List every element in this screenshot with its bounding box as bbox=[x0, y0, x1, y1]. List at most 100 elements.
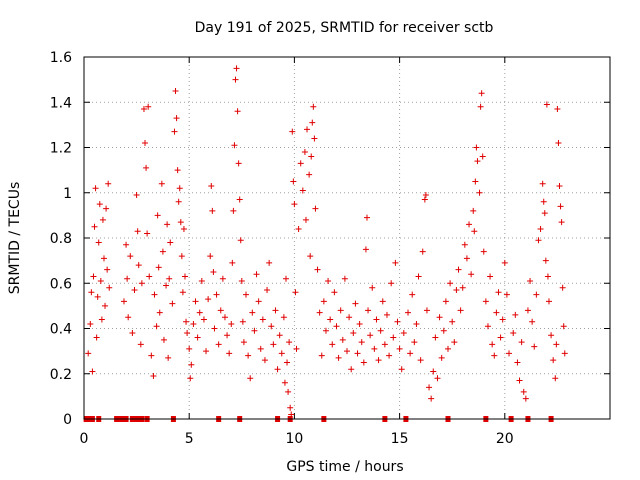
data-point bbox=[158, 180, 165, 187]
data-point bbox=[259, 316, 266, 323]
data-point bbox=[344, 348, 350, 355]
data-point bbox=[151, 291, 158, 298]
data-point bbox=[499, 316, 506, 323]
data-point bbox=[421, 196, 428, 203]
data-point bbox=[352, 300, 359, 307]
data-point bbox=[88, 289, 95, 296]
data-point bbox=[329, 341, 336, 348]
data-point bbox=[301, 149, 308, 156]
data-point bbox=[524, 307, 531, 314]
data-point bbox=[233, 65, 240, 72]
data-point bbox=[419, 248, 426, 255]
data-point bbox=[451, 339, 458, 346]
y-tick-label: 1.4 bbox=[50, 95, 72, 111]
data-point bbox=[171, 128, 178, 135]
data-point bbox=[426, 384, 433, 391]
data-point bbox=[194, 334, 201, 341]
data-point bbox=[163, 282, 170, 289]
data-point bbox=[282, 275, 289, 282]
data-point bbox=[281, 379, 288, 386]
y-tick-label: 0.2 bbox=[50, 367, 72, 383]
data-point bbox=[229, 259, 236, 266]
data-point bbox=[257, 345, 264, 352]
data-point bbox=[482, 298, 489, 305]
data-point bbox=[209, 207, 216, 214]
plot-frame bbox=[83, 56, 611, 420]
data-point bbox=[211, 325, 218, 332]
data-point bbox=[291, 201, 298, 208]
data-point bbox=[178, 253, 185, 260]
data-point bbox=[432, 334, 439, 341]
data-point bbox=[94, 293, 101, 300]
data-point bbox=[474, 158, 481, 165]
data-point bbox=[164, 221, 171, 228]
data-point bbox=[470, 207, 477, 214]
data-point bbox=[531, 343, 538, 350]
y-tick-label: 1.6 bbox=[50, 50, 72, 66]
data-point bbox=[156, 309, 163, 316]
data-point bbox=[308, 153, 315, 160]
data-point bbox=[557, 203, 564, 210]
data-point bbox=[217, 307, 224, 314]
data-point bbox=[516, 377, 523, 384]
data-point bbox=[187, 375, 194, 382]
x-tick-label: 15 bbox=[391, 431, 409, 447]
data-point bbox=[541, 210, 548, 217]
data-point bbox=[137, 341, 144, 348]
data-point bbox=[228, 320, 235, 327]
data-point bbox=[480, 248, 487, 255]
data-point bbox=[356, 320, 363, 327]
chart-title: Day 191 of 2025, SRMTID for receiver sct… bbox=[195, 20, 494, 36]
data-point bbox=[409, 291, 416, 298]
grid bbox=[84, 57, 610, 419]
data-point bbox=[208, 182, 215, 189]
data-point bbox=[337, 307, 344, 314]
data-point bbox=[365, 307, 372, 314]
data-point bbox=[234, 108, 241, 115]
data-point bbox=[146, 273, 153, 280]
data-point bbox=[243, 291, 250, 298]
data-point bbox=[104, 266, 111, 273]
data-point bbox=[363, 214, 370, 221]
data-point bbox=[183, 318, 190, 325]
data-point bbox=[123, 241, 130, 248]
data-point bbox=[160, 336, 167, 343]
data-point bbox=[179, 289, 186, 296]
data-point bbox=[405, 309, 412, 316]
data-point bbox=[438, 354, 445, 361]
data-point bbox=[165, 354, 172, 361]
data-point bbox=[184, 330, 191, 337]
data-point bbox=[463, 255, 470, 262]
data-point bbox=[489, 341, 496, 348]
data-point bbox=[145, 103, 152, 110]
data-point bbox=[90, 273, 97, 280]
data-point bbox=[550, 357, 557, 364]
y-axis-title: SRMTID / TECUs bbox=[7, 182, 23, 295]
data-point bbox=[129, 330, 136, 337]
data-point bbox=[153, 323, 160, 330]
data-point bbox=[226, 350, 233, 357]
data-point bbox=[386, 352, 393, 359]
data-point bbox=[95, 239, 102, 246]
data-point bbox=[346, 314, 353, 321]
data-point bbox=[154, 212, 161, 219]
data-point bbox=[381, 341, 388, 348]
x-axis-title: GPS time / hours bbox=[286, 459, 403, 475]
data-point bbox=[415, 273, 422, 280]
data-point bbox=[200, 316, 207, 323]
data-point bbox=[407, 350, 414, 357]
data-point bbox=[293, 345, 300, 352]
data-point bbox=[268, 323, 275, 330]
data-point bbox=[501, 259, 508, 266]
data-point bbox=[155, 264, 162, 271]
data-point bbox=[133, 192, 140, 199]
data-point bbox=[545, 298, 552, 305]
data-point bbox=[97, 277, 104, 284]
data-point bbox=[540, 198, 547, 205]
data-point bbox=[230, 207, 237, 214]
data-point bbox=[558, 219, 565, 226]
data-points bbox=[83, 65, 568, 422]
data-point bbox=[249, 309, 256, 316]
data-point bbox=[350, 330, 357, 337]
